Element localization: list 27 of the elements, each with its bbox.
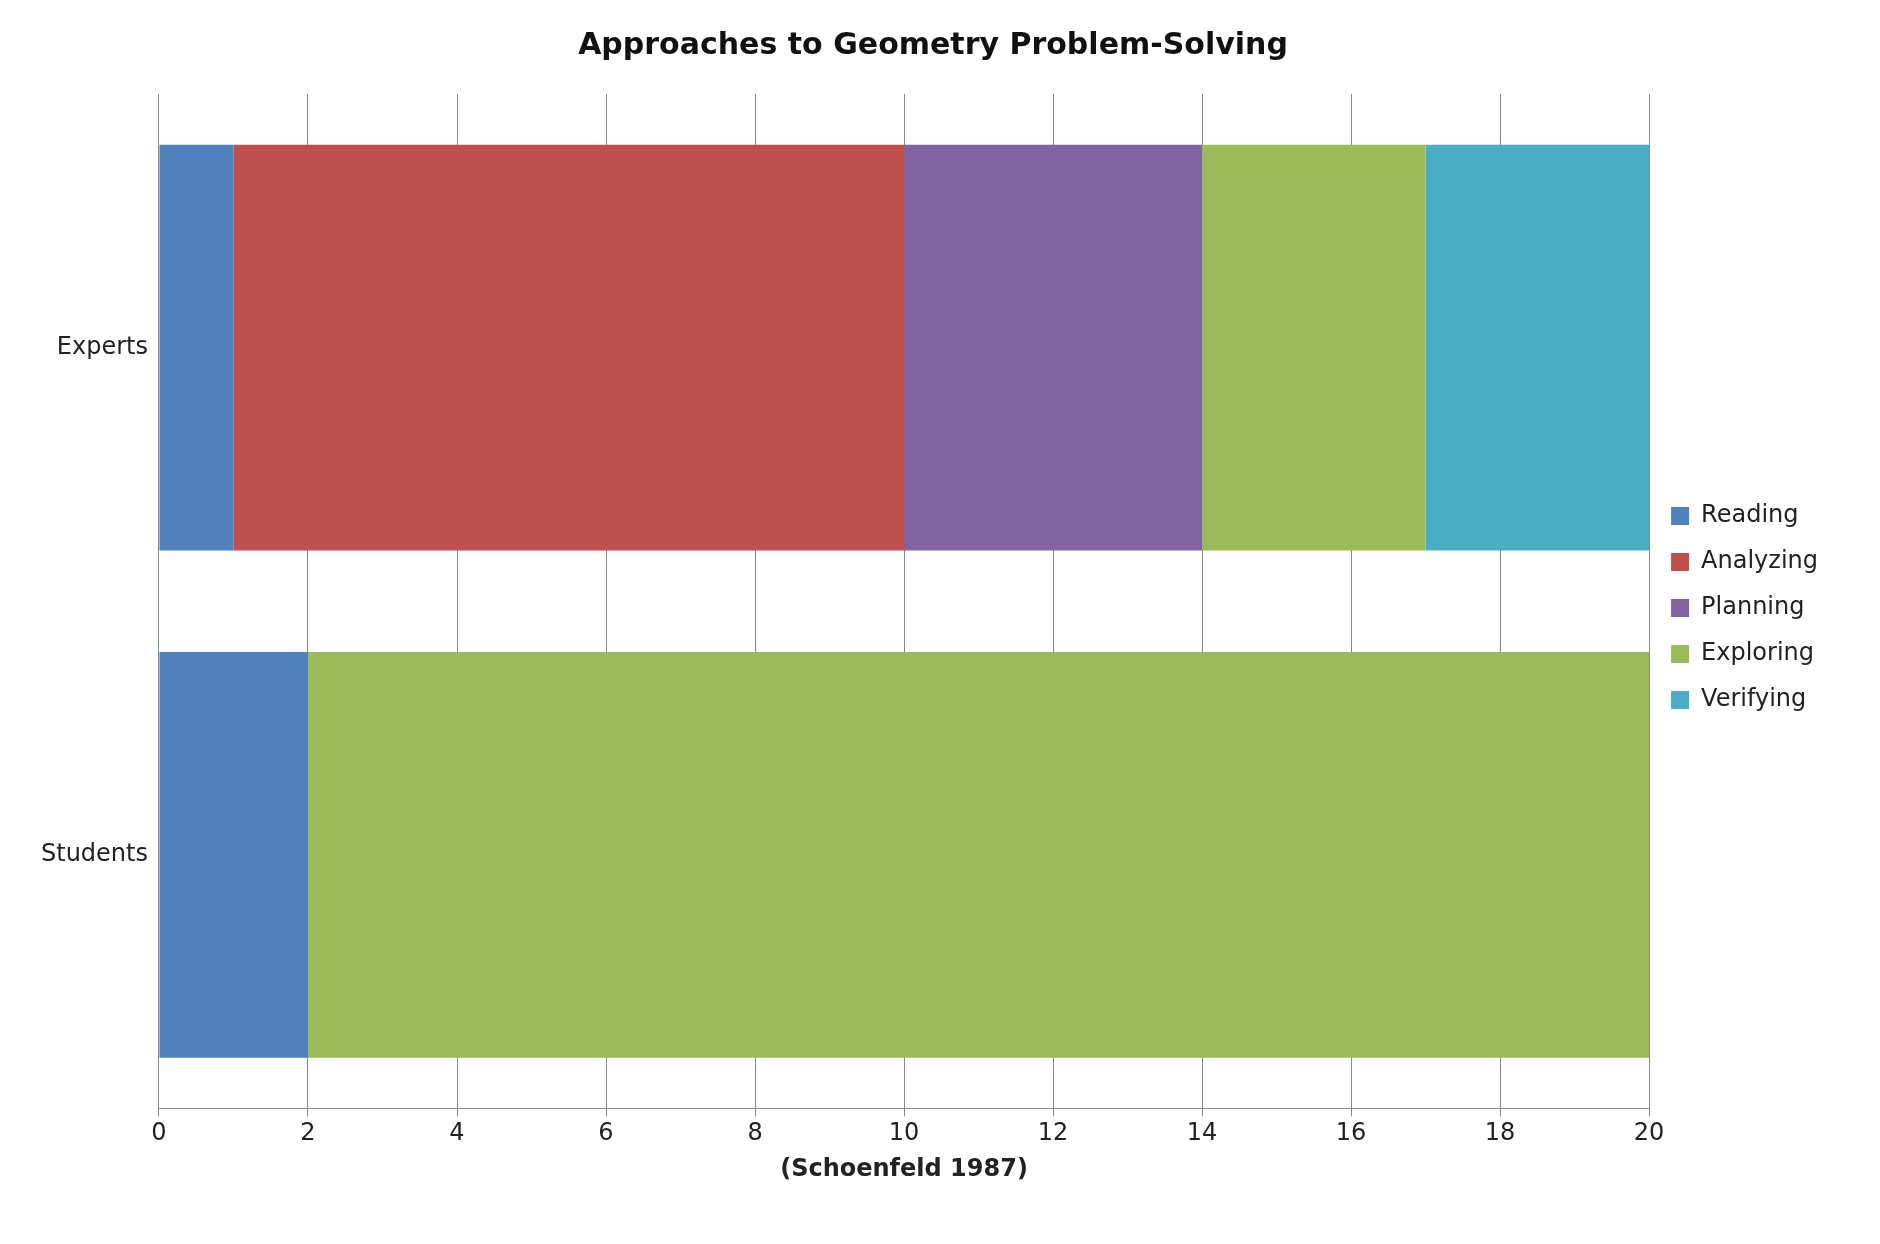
x-tick-label: 18: [1484, 1118, 1516, 1147]
bar: [1202, 144, 1426, 551]
x-tick-label: 14: [1186, 1118, 1218, 1147]
y-tick-label: Experts: [56, 331, 148, 360]
bar: [307, 651, 1650, 1058]
x-tick-label: 16: [1335, 1118, 1367, 1147]
x-tick-label: 4: [449, 1118, 465, 1147]
chart-title: Approaches to Geometry Problem-Solving: [578, 25, 1288, 61]
legend-label: Exploring: [1701, 638, 1815, 667]
bar: [159, 651, 308, 1058]
x-tick-label: 10: [888, 1118, 920, 1147]
x-tick-label: 2: [300, 1118, 316, 1147]
y-tick-label: Students: [41, 839, 148, 868]
legend-label: Reading: [1701, 500, 1799, 529]
x-tick-label: 20: [1633, 1118, 1665, 1147]
x-tick-label: 6: [598, 1118, 614, 1147]
x-tick-label: 8: [747, 1118, 763, 1147]
bar: [159, 144, 234, 551]
legend-label: Verifying: [1701, 684, 1807, 713]
x-tick-label: 0: [151, 1118, 167, 1147]
bar: [1425, 144, 1650, 551]
legend-label: Analyzing: [1701, 546, 1818, 575]
x-axis-title: (Schoenfeld 1987): [780, 1153, 1028, 1182]
legend-label: Planning: [1701, 592, 1805, 621]
bar: [233, 144, 905, 551]
x-tick-label: 12: [1037, 1118, 1069, 1147]
bar: [904, 144, 1203, 551]
